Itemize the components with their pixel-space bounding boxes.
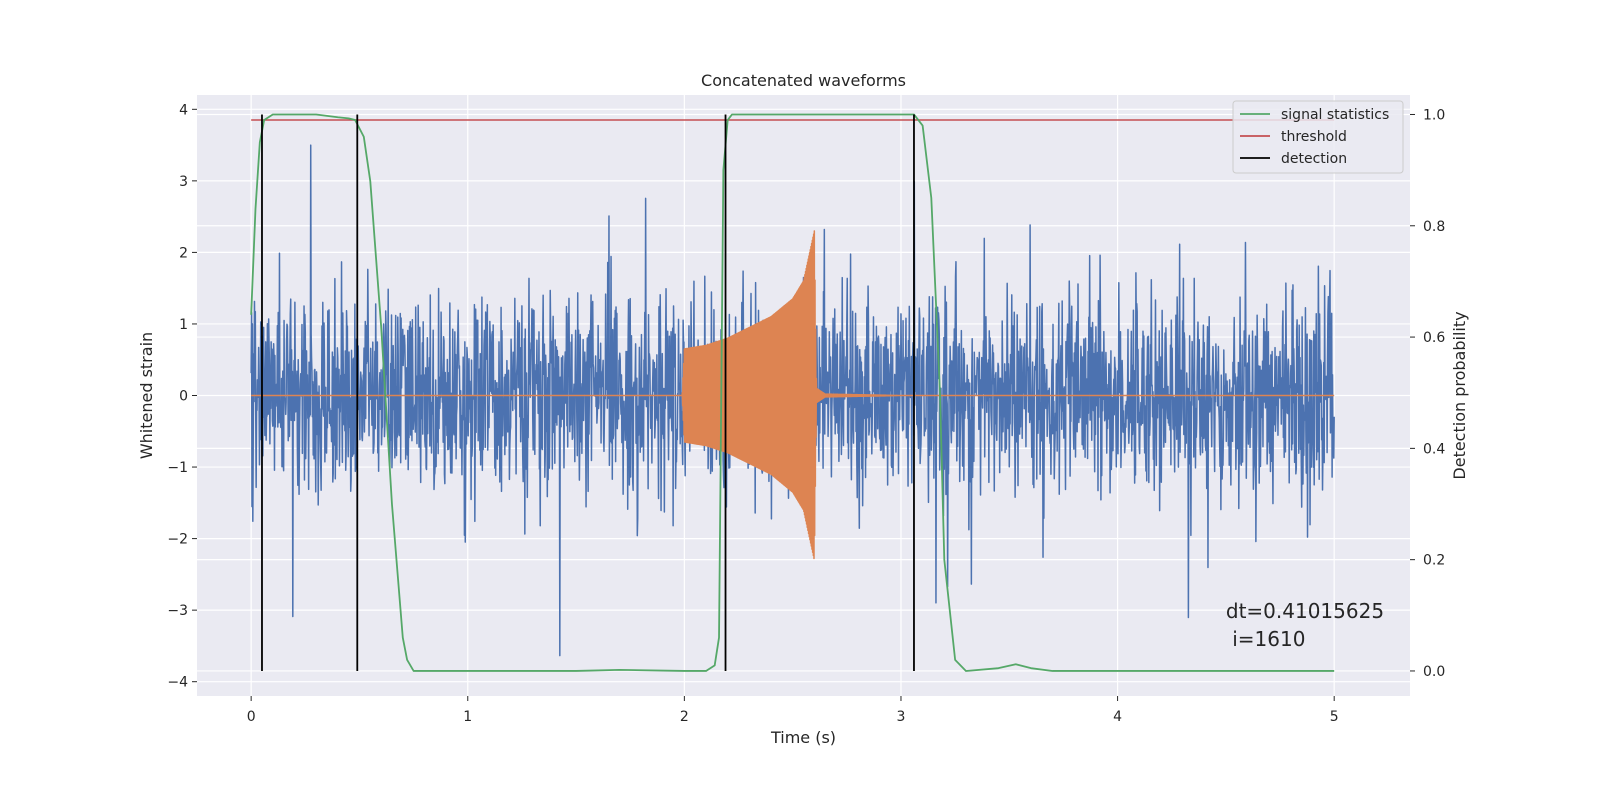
- y-tick-label: 0: [179, 389, 188, 405]
- chirp-line: [250, 230, 1335, 560]
- annotation-index: i=1610: [1226, 627, 1306, 651]
- y-axis-right-label: Detection probability: [1450, 311, 1469, 479]
- x-tick-label: 4: [1113, 709, 1122, 725]
- y-tick-label: −3: [167, 603, 188, 619]
- x-tick-label: 3: [897, 709, 906, 725]
- chart-title: Concatenated waveforms: [701, 71, 906, 90]
- y-tick-label: 1: [179, 317, 188, 333]
- legend-label-signal-statistics: signal statistics: [1281, 107, 1389, 123]
- legend-label-threshold: threshold: [1281, 129, 1347, 145]
- y-right-tick-label: 0.6: [1423, 330, 1445, 346]
- signal-statistics-line: [250, 113, 1335, 672]
- y-tick-label: 3: [179, 174, 188, 190]
- x-tick-label: 2: [680, 709, 689, 725]
- y-right-tick-label: 0.4: [1423, 441, 1445, 457]
- x-tick-label: 1: [463, 709, 472, 725]
- legend-box: [1232, 100, 1404, 174]
- x-tick-label: 5: [1330, 709, 1339, 725]
- y-right-tick-label: 0.8: [1423, 219, 1445, 235]
- annotation-dt: dt=0.41015625: [1226, 599, 1384, 623]
- y-tick-label: −1: [167, 460, 188, 476]
- y-right-tick-label: 0.0: [1423, 664, 1445, 680]
- x-axis-label: Time (s): [770, 728, 836, 747]
- x-tick-label: 0: [247, 709, 256, 725]
- y-tick-label: 2: [179, 245, 188, 261]
- legend: signal statistics threshold detection: [1232, 100, 1404, 174]
- y-right-tick-label: 1.0: [1423, 107, 1445, 123]
- axes: 0 1 2 3 4 5 −4 −3 −2 −1 0 1 2 3 4 0.0 0.2 0.4 0.6 0.8 1.0: [167, 102, 1445, 725]
- y-right-tick-label: 0.2: [1423, 553, 1445, 569]
- legend-label-detection: detection: [1281, 151, 1347, 167]
- y-tick-label: −2: [167, 532, 188, 548]
- y-tick-label: −4: [167, 675, 188, 691]
- plot-data: [250, 113, 1335, 672]
- y-axis-label: Whitened strain: [137, 332, 156, 459]
- y-tick-label: 4: [179, 102, 188, 118]
